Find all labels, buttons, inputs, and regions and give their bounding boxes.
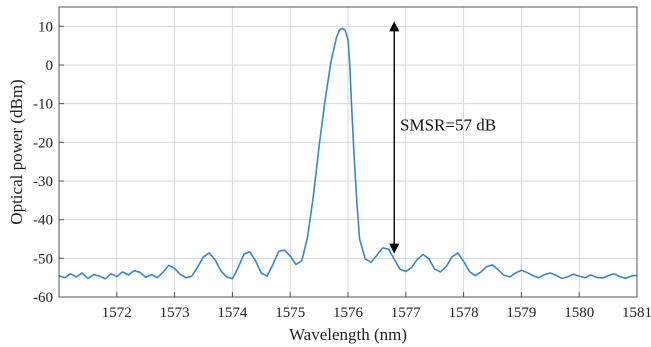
x-axis-title: Wavelength (nm) [289,325,407,344]
x-tick-label: 1576 [333,305,364,321]
y-tick-label: -30 [33,174,53,190]
x-tick-label: 1572 [102,305,132,321]
x-tick-label: 1581 [622,305,651,321]
series-layer [58,27,638,280]
annotation-layer: SMSR=57 dB [389,21,496,254]
y-tick-label: 0 [46,58,54,74]
tick-layer: 1572 1573 1574 1575 1576 1577 1578 1579 1580 1581… [33,19,651,321]
y-tick-label: 10 [38,19,53,35]
smsr-label: SMSR=57 dB [400,116,496,135]
x-tick-label: 1579 [506,305,536,321]
x-tick-label: 1578 [449,305,479,321]
spectrum-line [58,27,638,280]
y-tick-label: -20 [33,135,53,151]
y-tick-label: -40 [33,213,53,229]
y-axis-title: Optical power (dBm) [7,79,26,224]
x-tick-label: 1574 [217,305,248,321]
x-tick-label: 1573 [160,305,190,321]
y-tick-label: -10 [33,97,53,113]
x-tick-label: 1575 [275,305,305,321]
y-tick-label: -50 [33,251,53,267]
x-tick-label: 1580 [564,305,594,321]
x-tick-label: 1577 [391,305,422,321]
y-tick-label: -60 [33,290,53,306]
